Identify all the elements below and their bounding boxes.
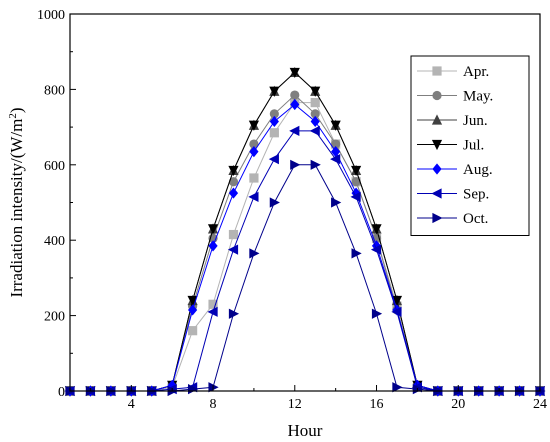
data-point <box>309 125 320 136</box>
data-point <box>289 67 300 79</box>
legend-label: Jul. <box>463 138 484 154</box>
x-tick-label: 12 <box>288 397 302 412</box>
legend-label: Aug. <box>463 162 493 178</box>
legend-label: Apr. <box>463 64 489 80</box>
data-point <box>228 229 239 240</box>
data-point <box>248 120 260 131</box>
data-point <box>391 295 403 307</box>
data-point <box>371 308 383 319</box>
data-point <box>290 98 300 111</box>
data-point <box>228 165 239 177</box>
data-point <box>350 165 362 177</box>
y-tick-label: 0 <box>58 385 65 400</box>
x-axis-title: Hour <box>288 421 323 440</box>
legend: Apr. May. Jun. Jul. Aug. Sep. Oct. <box>410 55 530 236</box>
data-point <box>208 382 219 393</box>
data-point <box>371 224 382 235</box>
data-point <box>392 382 403 393</box>
x-tick-label: 4 <box>128 397 135 412</box>
data-point <box>228 177 239 187</box>
y-tick-label: 400 <box>44 234 65 249</box>
data-point <box>188 326 198 336</box>
x-tick-label: 24 <box>533 397 547 412</box>
data-point <box>310 97 320 108</box>
legend-marker <box>431 188 442 199</box>
y-tick-label: 1000 <box>37 8 65 23</box>
data-point <box>228 308 240 319</box>
legend-item: May. <box>417 89 493 105</box>
legend-marker <box>431 114 443 125</box>
legend-marker <box>432 212 443 224</box>
data-point <box>290 159 301 170</box>
legend-item: Jul. <box>417 138 484 154</box>
axes: 4 8 12 16 20 24 0 200 400 600 800 1000 <box>37 8 547 412</box>
data-point <box>269 115 279 128</box>
data-point <box>330 120 341 131</box>
data-point <box>351 248 362 259</box>
y-axis-title-close: ) <box>7 107 26 113</box>
data-point <box>188 304 198 316</box>
data-point <box>249 146 259 158</box>
data-point <box>249 139 259 149</box>
legend-box <box>410 55 530 236</box>
y-tick-label: 800 <box>44 83 65 98</box>
plot-area <box>64 66 546 397</box>
data-point <box>370 244 382 255</box>
data-point <box>167 379 177 391</box>
y-axis-title-main: Irradiation intensity/(W/m <box>7 119 26 298</box>
legend-marker <box>432 163 442 175</box>
y-tick-label: 200 <box>44 310 65 325</box>
data-point <box>269 109 279 119</box>
data-point <box>228 187 239 199</box>
data-point <box>350 191 361 202</box>
x-tick-label: 20 <box>451 397 465 412</box>
x-tick-label: 16 <box>370 397 384 412</box>
legend-label: Sep. <box>463 187 489 203</box>
data-point <box>269 86 280 97</box>
data-point <box>330 154 341 165</box>
legend-marker <box>431 139 443 151</box>
legend-item: Oct. <box>417 211 488 227</box>
data-point <box>207 224 219 235</box>
legend-item: Jun. <box>417 113 488 129</box>
data-point <box>331 197 342 208</box>
data-point <box>187 295 198 307</box>
data-point <box>188 384 199 395</box>
data-point <box>208 299 218 309</box>
data-point <box>351 177 361 187</box>
data-point <box>310 115 320 128</box>
legend-item: Aug. <box>417 162 493 178</box>
legend-marker <box>432 90 442 101</box>
legend-label: Jun. <box>463 113 488 129</box>
legend-item: Sep. <box>417 187 489 203</box>
legend-marker <box>432 66 442 76</box>
data-point <box>249 173 259 183</box>
data-point <box>391 306 402 317</box>
data-point <box>208 240 218 252</box>
x-tick-label: 8 <box>210 397 217 412</box>
data-point <box>227 244 239 255</box>
y-tick-label: 600 <box>44 159 65 174</box>
data-point <box>289 125 300 136</box>
legend-label: Oct. <box>463 211 488 227</box>
data-point <box>331 146 341 158</box>
data-point <box>331 139 341 149</box>
data-point <box>310 86 321 97</box>
data-point <box>310 109 320 119</box>
data-point <box>249 248 260 259</box>
data-point <box>269 197 280 208</box>
data-point <box>310 159 321 170</box>
y-axis-title: Irradiation intensity/(W/m2) <box>7 107 26 297</box>
y-axis-title-superscript: 2 <box>7 113 19 119</box>
data-point <box>248 191 259 202</box>
data-point <box>268 154 279 165</box>
data-point <box>269 128 279 138</box>
legend-label: May. <box>463 89 493 105</box>
data-point <box>207 306 218 317</box>
legend-item: Apr. <box>417 64 489 80</box>
data-point <box>290 90 300 100</box>
